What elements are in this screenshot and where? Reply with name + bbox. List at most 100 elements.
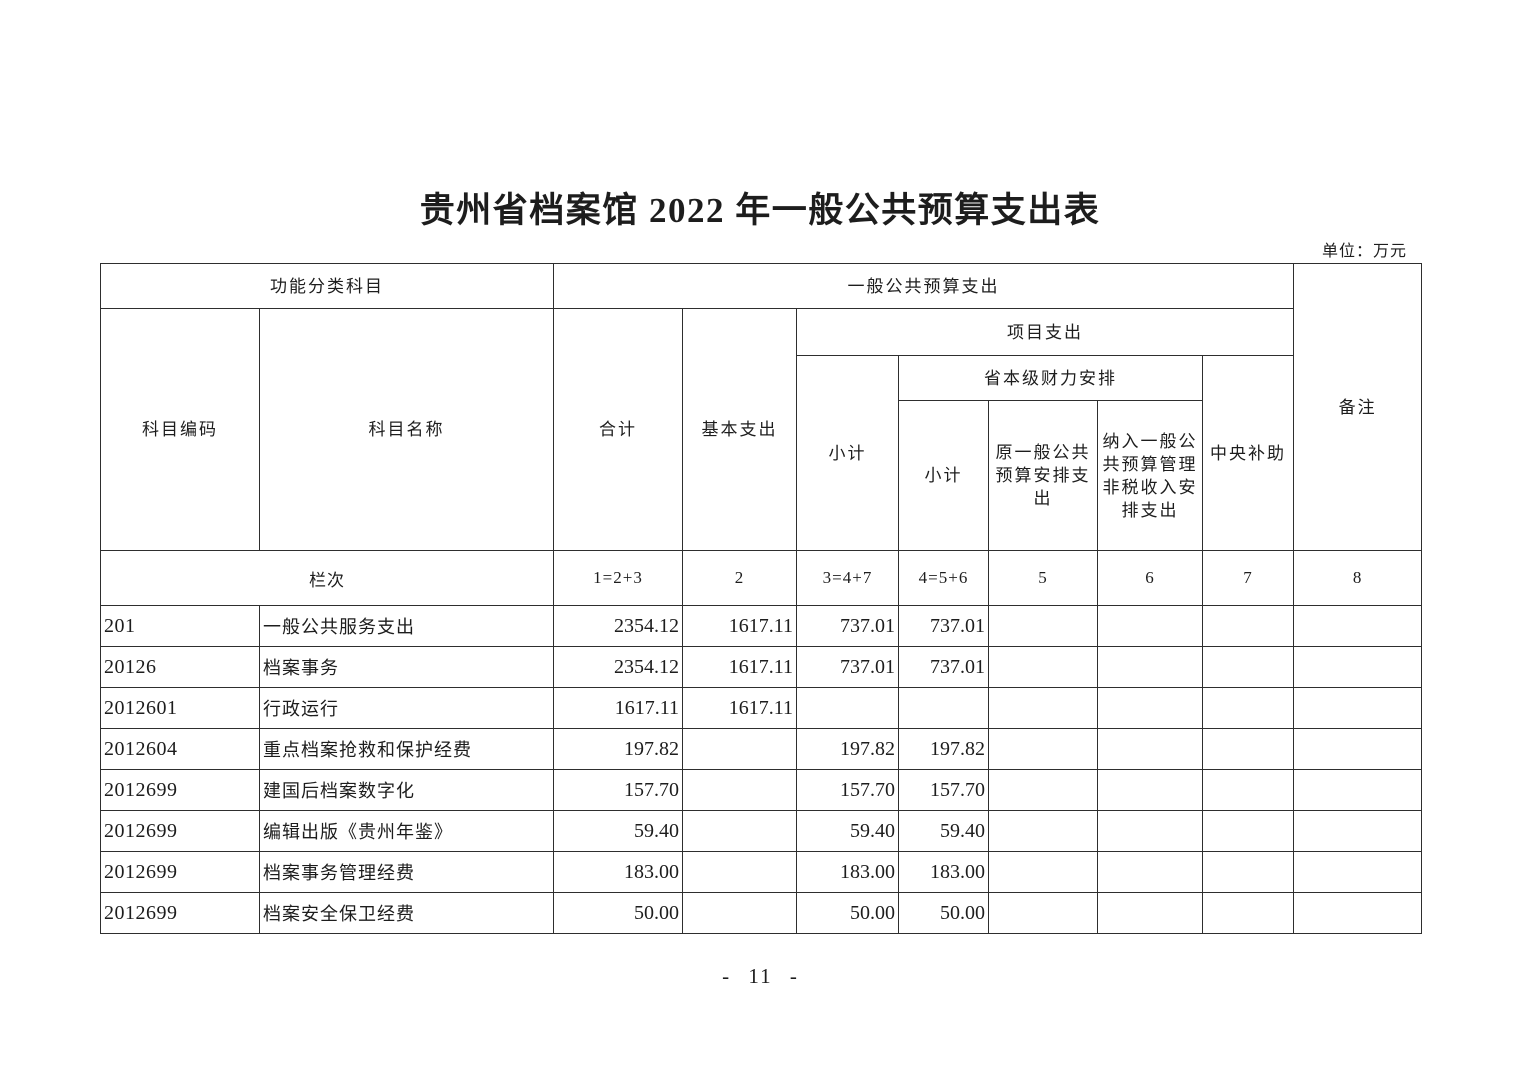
value-cell-project-subtotal: 737.01: [796, 646, 899, 688]
table-row: 2012699 档案事务管理经费 183.00 183.00 183.00: [100, 851, 1423, 893]
value-cell-provincial-subtotal: 197.82: [898, 728, 989, 770]
value-cell-total: 59.40: [553, 810, 683, 852]
column-index-7: 7: [1201, 550, 1295, 606]
page-title: 贵州省档案馆 2022 年一般公共预算支出表: [419, 191, 1101, 230]
header-general-public-budget: 一般公共预算支出: [552, 263, 1295, 309]
value-cell-original-general: [988, 605, 1098, 647]
table-row: 2012604 重点档案抢救和保护经费 197.82 197.82 197.82: [100, 728, 1423, 770]
value-cell-remark: [1293, 728, 1423, 770]
subject-name-cell: 重点档案抢救和保护经费: [259, 728, 554, 770]
column-index-3: 3=4+7: [796, 550, 899, 606]
column-index-5: 5: [988, 550, 1098, 606]
value-cell-original-general: [988, 646, 1098, 688]
header-total: 合计: [553, 308, 683, 551]
header-row-1: 功能分类科目 一般公共预算支出 备注: [100, 263, 1423, 551]
value-cell-basic: [682, 892, 797, 934]
header-project-expenditure: 项目支出: [795, 308, 1295, 356]
column-index-4: 4=5+6: [898, 550, 989, 606]
value-cell-non-tax: [1097, 728, 1203, 770]
column-index-label: 栏次: [100, 550, 554, 606]
value-cell-remark: [1293, 646, 1423, 688]
value-cell-original-general: [988, 728, 1098, 770]
subject-name-cell: 档案安全保卫经费: [259, 892, 554, 934]
value-cell-provincial-subtotal: 59.40: [898, 810, 989, 852]
value-cell-remark: [1293, 769, 1423, 811]
subject-code-cell: 201: [100, 605, 260, 647]
value-cell-central-subsidy: [1201, 851, 1295, 893]
value-cell-remark: [1293, 851, 1423, 893]
value-cell-non-tax: [1097, 851, 1203, 893]
value-cell-project-subtotal: 50.00: [796, 892, 899, 934]
page-number: - 11 -: [722, 964, 799, 988]
column-index-8: 8: [1293, 550, 1423, 606]
value-cell-basic: [682, 769, 797, 811]
value-cell-provincial-subtotal: 737.01: [898, 646, 989, 688]
subject-name-cell: 档案事务管理经费: [259, 851, 554, 893]
header-subject-code: 科目编码: [100, 308, 260, 551]
subject-code-cell: 2012604: [100, 728, 260, 770]
value-cell-non-tax: [1097, 646, 1203, 688]
header-row-3: 小计 省本级财力安排 中央补助: [101, 355, 1422, 551]
subject-code-cell: 2012699: [100, 769, 260, 811]
value-cell-original-general: [988, 810, 1098, 852]
table-row: 20126 档案事务 2354.12 1617.11 737.01 737.01: [100, 646, 1423, 688]
header-provincial-arrangement: 省本级财力安排: [898, 355, 1203, 401]
header-functional-category: 功能分类科目: [100, 263, 554, 309]
unit-label: 单位：万元: [1321, 243, 1407, 260]
value-cell-provincial-subtotal: 183.00: [898, 851, 989, 893]
value-cell-remark: [1293, 810, 1423, 852]
header-remark: 备注: [1293, 263, 1423, 551]
header-non-tax-revenue: 纳入一般公共预算管理非税收入安排支出: [1097, 400, 1203, 551]
value-cell-remark: [1293, 687, 1423, 729]
value-cell-basic: 1617.11: [682, 646, 797, 688]
header-subject-name: 科目名称: [259, 308, 554, 551]
value-cell-basic: 1617.11: [682, 687, 797, 729]
header-central-subsidy: 中央补助: [1201, 355, 1295, 551]
subject-name-cell: 编辑出版《贵州年鉴》: [259, 810, 554, 852]
subject-name-cell: 一般公共服务支出: [259, 605, 554, 647]
value-cell-non-tax: [1097, 892, 1203, 934]
value-cell-central-subsidy: [1201, 810, 1295, 852]
value-cell-basic: 1617.11: [682, 605, 797, 647]
value-cell-project-subtotal: 197.82: [796, 728, 899, 770]
value-cell-non-tax: [1097, 605, 1203, 647]
column-index-6: 6: [1097, 550, 1203, 606]
value-cell-basic: [682, 851, 797, 893]
value-cell-provincial-subtotal: 50.00: [898, 892, 989, 934]
value-cell-total: 2354.12: [553, 646, 683, 688]
column-index-1: 1=2+3: [553, 550, 683, 606]
value-cell-total: 183.00: [553, 851, 683, 893]
value-cell-project-subtotal: 183.00: [796, 851, 899, 893]
table-row: 2012699 档案安全保卫经费 50.00 50.00 50.00: [100, 892, 1423, 934]
value-cell-basic: [682, 810, 797, 852]
value-cell-total: 50.00: [553, 892, 683, 934]
value-cell-total: 197.82: [553, 728, 683, 770]
subject-code-cell: 2012699: [100, 851, 260, 893]
table-row: 2012601 行政运行 1617.11 1617.11: [100, 687, 1423, 729]
header-original-general-budget: 原一般公共预算安排支出: [988, 400, 1098, 551]
value-cell-basic: [682, 728, 797, 770]
value-cell-project-subtotal: 737.01: [796, 605, 899, 647]
value-cell-provincial-subtotal: 737.01: [898, 605, 989, 647]
value-cell-total: 157.70: [553, 769, 683, 811]
table-row: 201 一般公共服务支出 2354.12 1617.11 737.01 737.…: [100, 605, 1423, 647]
header-provincial-subtotal: 小计: [898, 400, 989, 551]
subject-code-cell: 2012601: [100, 687, 260, 729]
table-body: 201 一般公共服务支出 2354.12 1617.11 737.01 737.…: [100, 605, 1423, 934]
subject-code-cell: 20126: [100, 646, 260, 688]
budget-table: 功能分类科目 一般公共预算支出 备注 科目编码 科目名称 合计 基本支出 项目支…: [100, 263, 1423, 934]
value-cell-central-subsidy: [1201, 892, 1295, 934]
column-index-2: 2: [682, 550, 797, 606]
value-cell-original-general: [988, 687, 1098, 729]
table-row: 2012699 建国后档案数字化 157.70 157.70 157.70: [100, 769, 1423, 811]
subject-name-cell: 档案事务: [259, 646, 554, 688]
value-cell-project-subtotal: 157.70: [796, 769, 899, 811]
value-cell-non-tax: [1097, 810, 1203, 852]
value-cell-central-subsidy: [1201, 687, 1295, 729]
value-cell-remark: [1293, 892, 1423, 934]
value-cell-remark: [1293, 605, 1423, 647]
column-index-row: 栏次 1=2+3 2 3=4+7 4=5+6 5 6 7 8: [100, 550, 1423, 606]
header-basic-expenditure: 基本支出: [682, 308, 797, 551]
value-cell-provincial-subtotal: [898, 687, 989, 729]
